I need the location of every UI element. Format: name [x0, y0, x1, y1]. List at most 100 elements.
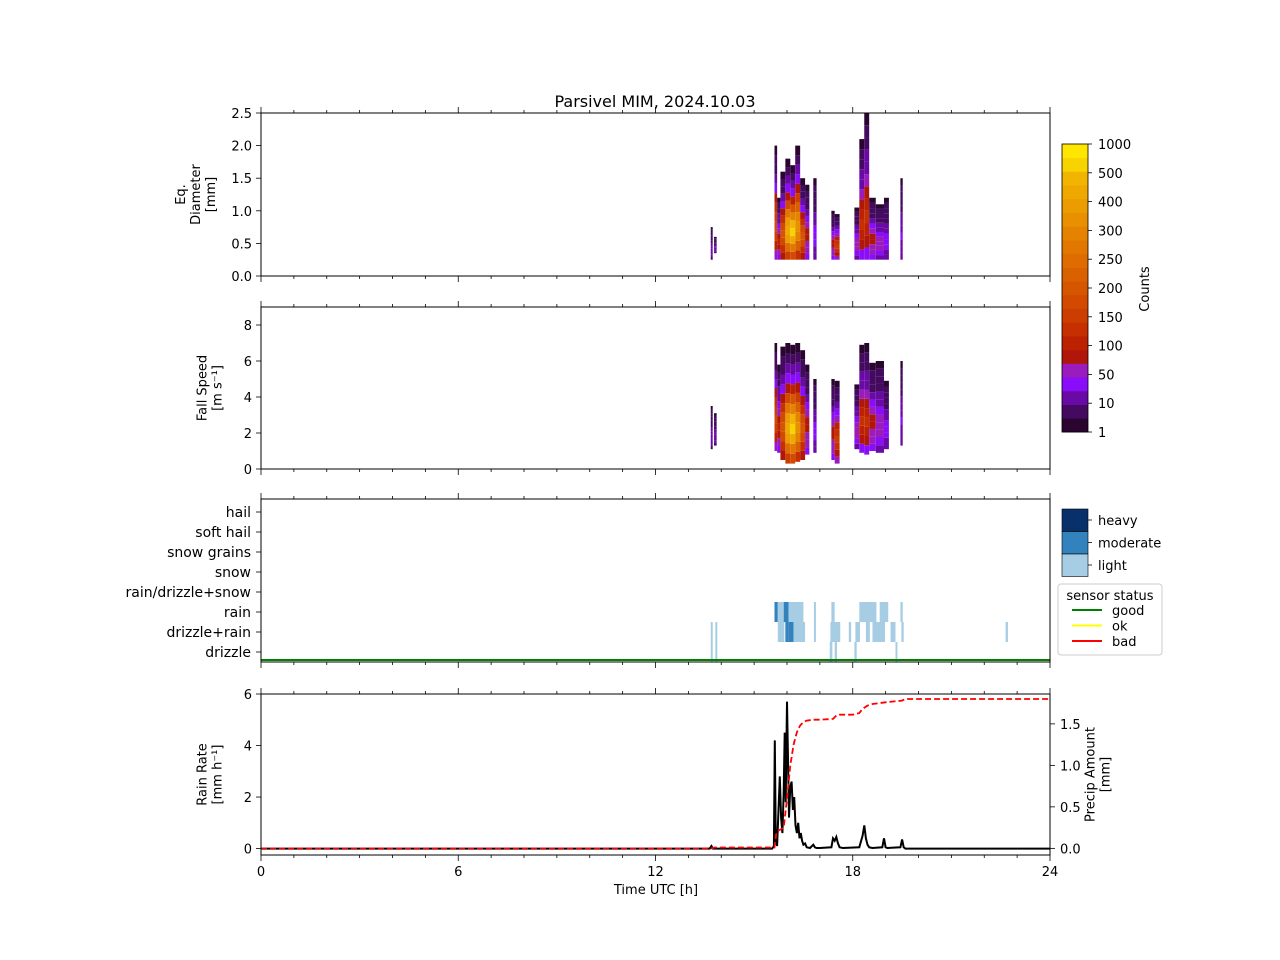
- heatmap-cell: [869, 399, 876, 407]
- heatmap-cell: [859, 239, 865, 250]
- heatmap-cell: [780, 422, 786, 432]
- heatmap-cell: [869, 239, 876, 245]
- heatmap-cell: [785, 373, 791, 384]
- heatmap-cell: [854, 255, 860, 260]
- heatmap-cell: [813, 379, 817, 386]
- heatmap-cell: [710, 445, 713, 450]
- heatmap-cell: [813, 434, 817, 441]
- heatmap-cell: [714, 240, 717, 243]
- heatmap-cell: [854, 400, 860, 406]
- heatmap-cell: [854, 389, 860, 396]
- precip-category-label: rain: [224, 605, 251, 621]
- heatmap-cell: [785, 158, 791, 168]
- precip-type-cell: [710, 622, 713, 642]
- heatmap-cell: [795, 202, 801, 213]
- heatmap-cell: [800, 218, 806, 226]
- heatmap-cell: [777, 394, 781, 402]
- colorbar-segment: [1062, 267, 1088, 282]
- heatmap-cell: [813, 409, 817, 416]
- heatmap-cell: [831, 419, 835, 427]
- heatmap-cell: [854, 438, 860, 444]
- heatmap-cell: [859, 159, 865, 170]
- heatmap-cell: [805, 372, 810, 380]
- heatmap-cell: [790, 220, 796, 229]
- heatmap-cell: [900, 205, 903, 213]
- heatmap-cell: [777, 233, 781, 240]
- heatmap-cell: [777, 364, 781, 372]
- heatmap-cell: [777, 401, 781, 409]
- heatmap-cell: [900, 212, 903, 219]
- heatmap-cell: [875, 236, 884, 242]
- precip-type-cell: [848, 622, 852, 642]
- heatmap-cell: [785, 167, 791, 176]
- precip-type-cell: [813, 622, 816, 642]
- precip-category-label: hail: [226, 505, 251, 521]
- heatmap-cell: [883, 392, 889, 398]
- heatmap-cell: [710, 227, 713, 230]
- colorbar-segment: [1062, 336, 1088, 351]
- heatmap-cell: [831, 255, 835, 260]
- heatmap-cell: [883, 420, 889, 427]
- colorbar-tick-label: 100: [1098, 340, 1123, 355]
- heatmap-cell: [774, 155, 778, 165]
- y2-axis-label: Precip Amount: [1084, 727, 1099, 822]
- heatmap-cell: [875, 437, 884, 446]
- heatmap-cell: [774, 202, 778, 213]
- heatmap-cell: [875, 429, 884, 438]
- plot-frame: [260, 693, 1051, 856]
- heatmap-cell: [883, 443, 889, 450]
- heatmap-cell: [854, 233, 860, 238]
- heatmap-cell: [900, 252, 903, 260]
- heatmap-cell: [831, 231, 835, 236]
- heatmap-cell: [785, 183, 791, 193]
- y2-tick-label: 0.5: [1060, 801, 1081, 816]
- heatmap-cell: [854, 422, 860, 428]
- precip-type-cell: [777, 602, 784, 622]
- y-axis-label: [mm]: [204, 177, 219, 212]
- heatmap-cell: [714, 242, 717, 244]
- heatmap-cell: [785, 217, 791, 227]
- y-tick-label: 0: [244, 463, 252, 478]
- heatmap-cell: [834, 255, 840, 260]
- heatmap-cell: [805, 447, 810, 455]
- heatmap-cell: [714, 245, 717, 247]
- heatmap-cell: [900, 382, 903, 390]
- precip-category-label: rain/drizzle+snow: [126, 585, 251, 601]
- y-tick-label: 0.0: [231, 270, 252, 285]
- heatmap-cell: [710, 248, 713, 252]
- x-axis-label: Time UTC [h]: [613, 883, 698, 898]
- heatmap-cell: [785, 200, 791, 210]
- heatmap-cell: [831, 214, 835, 219]
- diameter-panel: 0.0 0.5 1.0 1.5 2.0 2.5 Eq. Diameter [mm]: [174, 107, 1051, 285]
- precip-type-cell: [710, 642, 713, 662]
- heatmap-cell: [854, 427, 860, 433]
- heatmap-cell: [869, 436, 876, 444]
- heatmap-cell: [859, 189, 865, 200]
- heatmap-cell: [714, 426, 717, 430]
- heatmap-cell: [869, 377, 876, 385]
- heatmap-cell: [805, 203, 810, 210]
- heatmap-cell: [714, 246, 717, 248]
- heatmap-cell: [864, 408, 870, 418]
- heatmap-cell: [854, 207, 860, 212]
- heatmap-cell: [790, 243, 796, 252]
- precip-category-label: snow: [215, 565, 251, 581]
- colorbar-segment: [1062, 185, 1088, 200]
- heatmap-cell: [785, 251, 791, 260]
- heatmap-cell: [883, 254, 889, 260]
- heatmap-cell: [831, 251, 835, 256]
- y-axis-label: Eq.: [174, 184, 189, 205]
- intensity-label: moderate: [1098, 537, 1161, 552]
- heatmap-cell: [869, 218, 876, 224]
- heatmap-cell: [834, 233, 840, 237]
- heatmap-cell: [774, 406, 778, 415]
- precip-type-cell: [830, 622, 841, 642]
- heatmap-cell: [900, 178, 903, 185]
- heatmap-cell: [785, 234, 791, 243]
- heatmap-cell: [780, 252, 786, 260]
- heatmap-cell: [790, 212, 796, 221]
- heatmap-cell: [800, 441, 806, 451]
- colorbar-tick-label: 50: [1098, 368, 1115, 383]
- colorbar-segment: [1062, 294, 1088, 309]
